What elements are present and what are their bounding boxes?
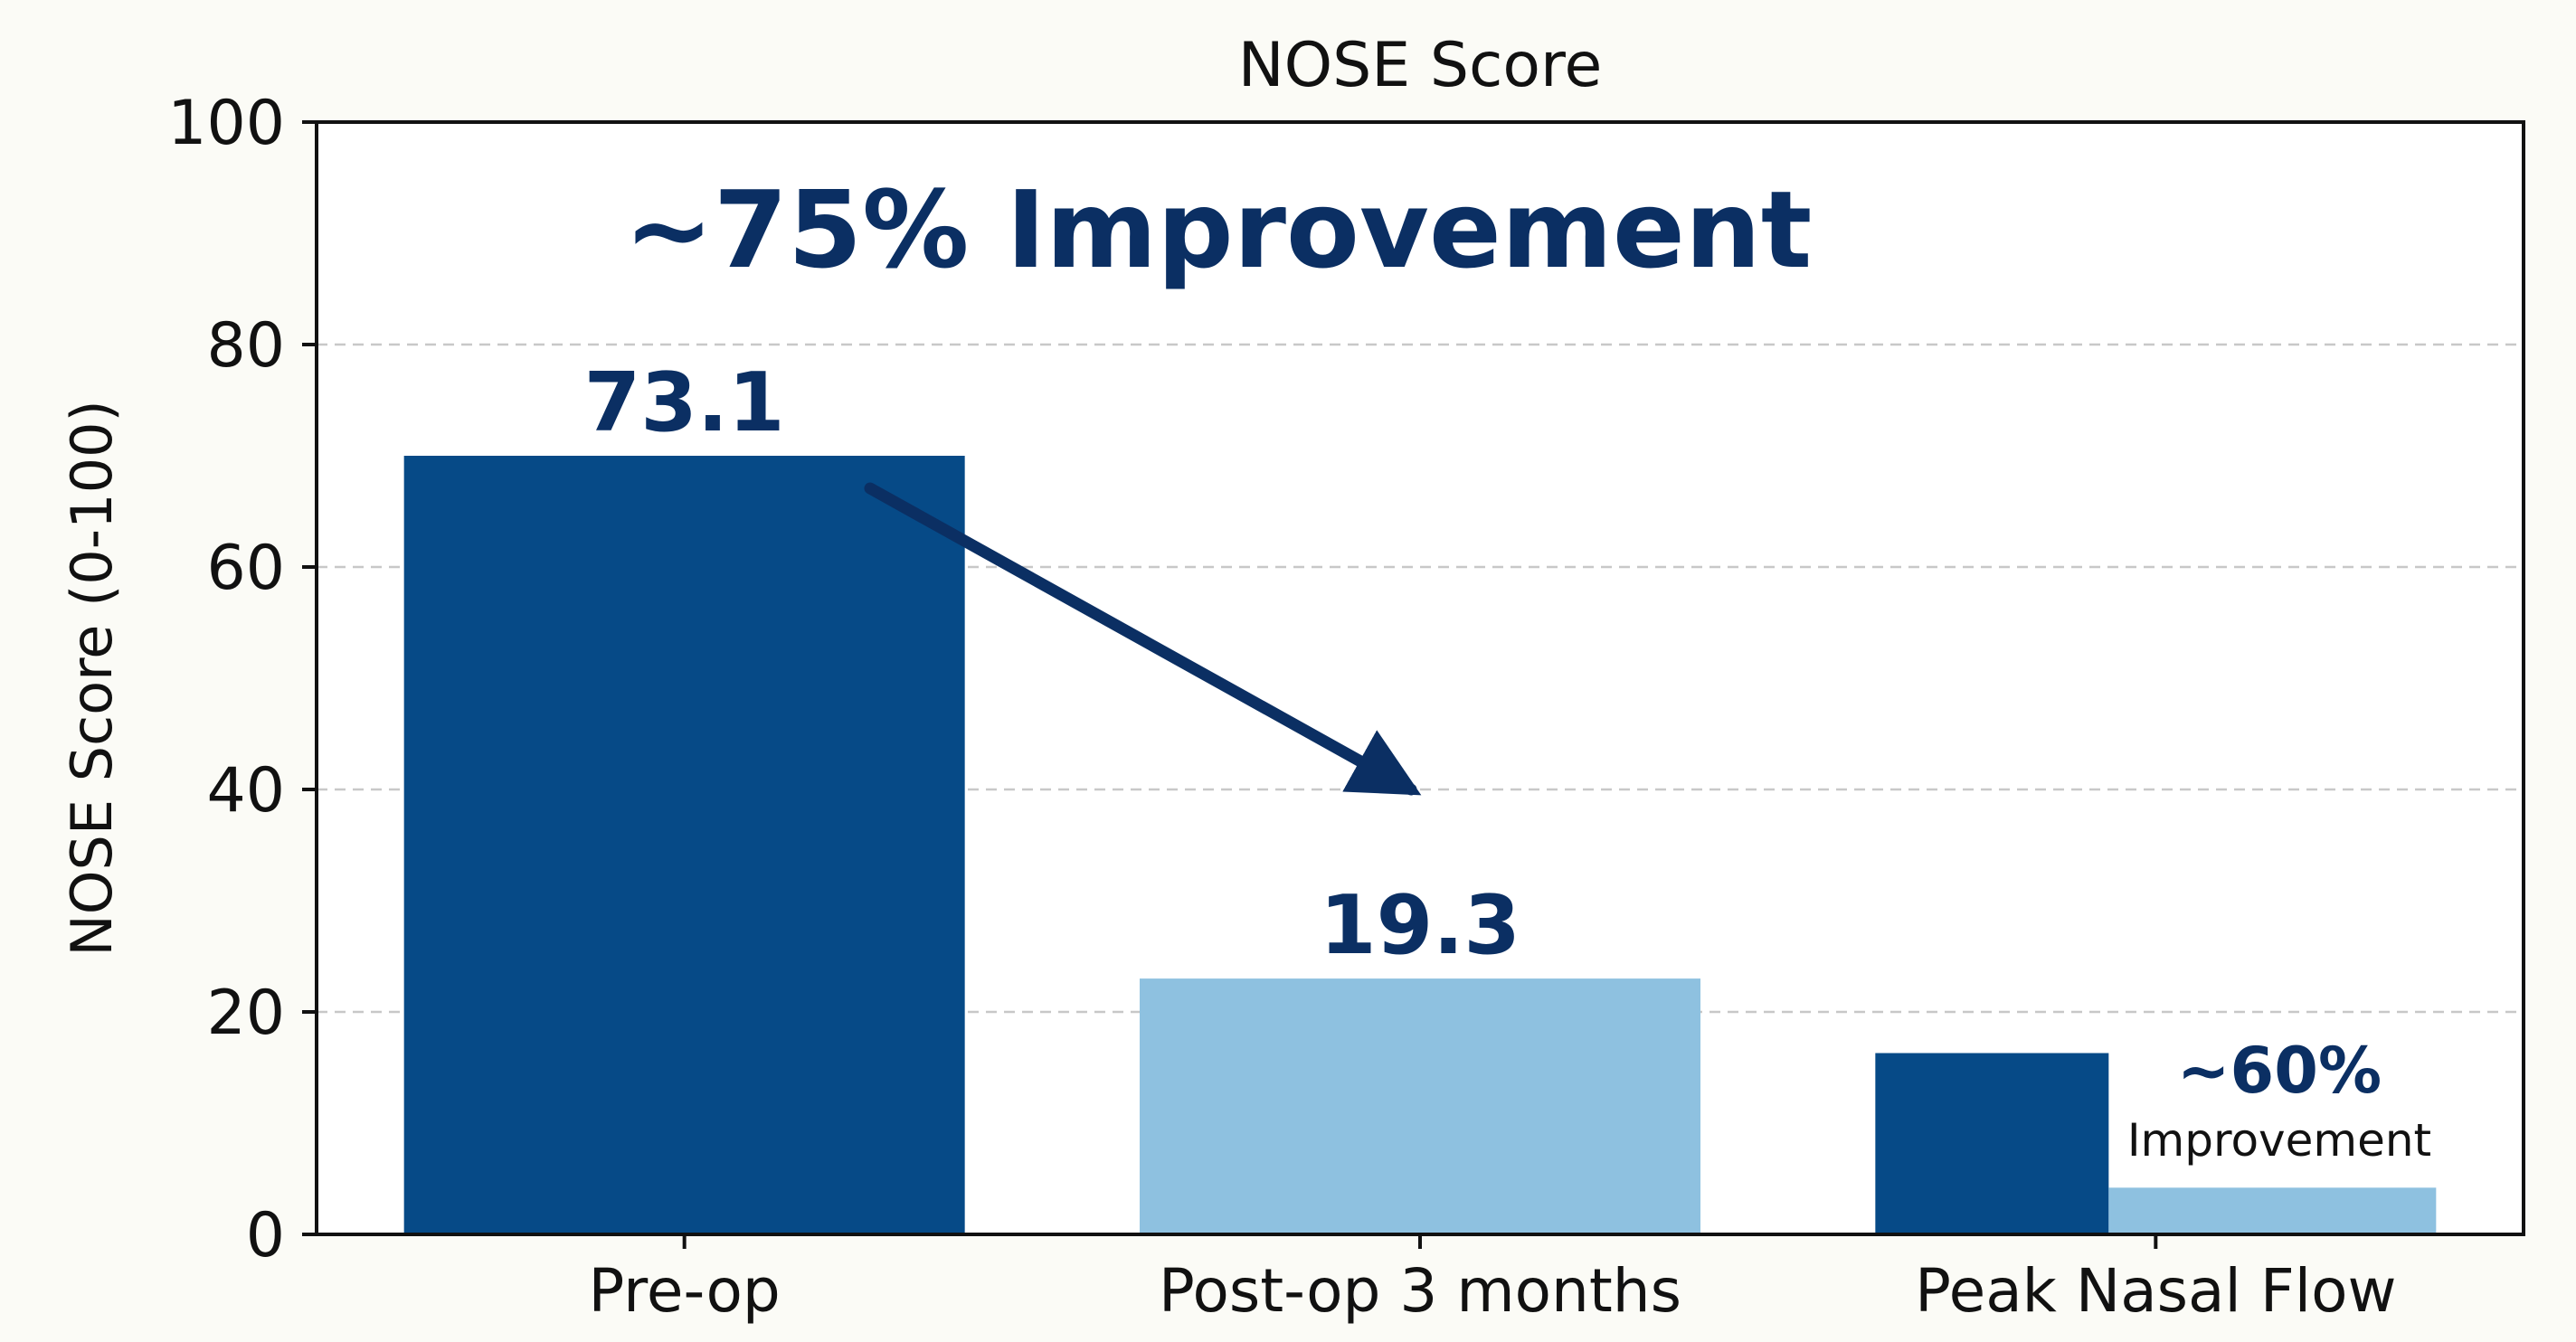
bar [1875, 1053, 2109, 1234]
chart-title: NOSE Score [1238, 30, 1603, 101]
y-tick-label: 80 [206, 310, 285, 382]
bar-value-label: 19.3 [1320, 878, 1520, 973]
y-axis-label: NOSE Score (0-100) [59, 400, 125, 956]
x-tick-label: Peak Nasal Flow [1915, 1256, 2396, 1326]
x-ticks: Pre-op Post-op 3 months Peak Nasal Flow [589, 1234, 2396, 1326]
y-tick-label: 0 [246, 1200, 285, 1271]
y-tick-label: 40 [206, 755, 285, 827]
y-ticks: 0 20 40 60 80 100 [167, 88, 317, 1271]
y-tick-label: 60 [206, 533, 285, 604]
peak-improvement-percent: ~60% [2177, 1034, 2382, 1108]
improvement-arrow [864, 482, 1422, 796]
y-tick-label: 20 [206, 978, 285, 1049]
peak-improvement-word: Improvement [2127, 1114, 2431, 1167]
bar-value-label: 73.1 [584, 355, 785, 450]
y-tick-label: 100 [167, 88, 285, 159]
main-improvement-annotation: ~75% Improvement [624, 167, 1812, 292]
bar [2108, 1187, 2437, 1234]
bar-value-labels: 73.1 19.3 [584, 355, 1520, 973]
bars [403, 456, 2437, 1234]
x-tick-label: Pre-op [589, 1256, 781, 1326]
x-tick-label: Post-op 3 months [1159, 1256, 1681, 1326]
bar [403, 456, 965, 1234]
bar [1140, 978, 1700, 1234]
